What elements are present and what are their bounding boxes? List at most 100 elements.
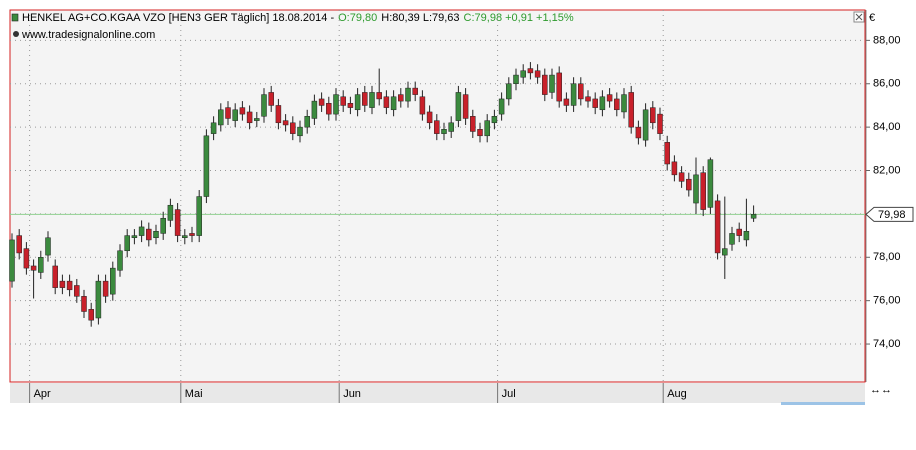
candle-body [203,135,210,197]
candle-body [592,98,598,108]
candle-body [412,87,418,95]
candle-body [52,265,58,288]
x-tick-label: Aug [667,388,687,400]
candle-body [635,126,642,139]
candle-body [38,257,44,273]
candle-body [304,116,310,128]
candle-body [196,196,202,236]
x-tick-label: Jun [343,388,361,400]
candle-body [434,120,440,134]
candle-body [347,103,354,108]
candle-body [642,109,649,141]
candle-body [729,233,735,245]
quote-open: O:79,80 [338,12,377,24]
candle-body [570,83,577,106]
candle-body [246,111,253,124]
candle-body [398,94,404,102]
candle-body [477,129,483,137]
candle-body [376,92,382,100]
candle-body [340,96,346,106]
candle-body [549,74,555,93]
candle-body [671,161,678,176]
candle-body [405,87,411,102]
candle-body [88,309,94,321]
candle-body [153,230,159,239]
candle-body [585,96,591,102]
candle-body [491,116,498,124]
candle-body [621,94,627,113]
y-tick-label: 76,00 [873,295,901,307]
candle-body [426,111,433,124]
source[interactable]: www.tradesignalonline.com [21,29,155,41]
candle-body [167,204,174,221]
candle-body [707,159,714,208]
candle-body [534,70,541,78]
candle-body [282,120,289,126]
candle-body [743,230,750,241]
candle-body [599,96,606,111]
candle-body [290,122,296,134]
candle-body [657,113,663,134]
candle-body [30,265,37,271]
candle-body [527,68,534,74]
candle-body [455,92,462,121]
candle-body [268,92,274,106]
candle-body [326,103,332,115]
y-tick-label: 78,00 [873,251,901,263]
candle-body [693,174,699,204]
last-price-label: 79,98 [878,209,906,221]
currency: € [869,12,875,24]
candle-body [686,178,692,191]
candle-body [261,94,267,117]
candle-body [470,116,476,132]
candle-body [138,226,145,236]
candle-body [606,94,613,102]
candle-body [520,70,526,78]
candle-body [81,296,87,312]
candle-body [232,109,238,121]
candle-body [700,172,706,210]
candle-body [74,285,80,297]
candle-body [556,72,562,102]
candle-body [146,228,152,241]
candle-body [210,122,217,134]
candle-body [506,83,512,100]
candle-body [369,92,375,108]
chart-title: HENKEL AG+CO.KGAA VZO [HEN3 GER Täglich]… [22,12,334,24]
y-tick-label: 74,00 [873,338,901,350]
zoom-icon[interactable]: ↔↔ [870,384,892,396]
candle-body [462,94,469,119]
last-price-tag [865,206,914,222]
candle-body [736,228,742,236]
candle-body [110,267,116,295]
candle-body [354,94,361,111]
candle-body [578,83,584,100]
candle-body [189,233,195,236]
candle-body [628,92,634,128]
candle-body [419,96,426,115]
candle-body [102,280,109,297]
candle-body [441,129,447,134]
y-tick-label: 88,00 [873,34,901,46]
candle-body [174,209,181,236]
candle-body [254,118,260,121]
candle-body [23,248,30,269]
candle-body [650,107,656,124]
candle-body [563,98,570,106]
source-icon [13,31,19,37]
candle-body [160,217,166,234]
candle-body [239,107,246,115]
candle-body [722,248,728,256]
candle-body [318,98,325,106]
scrollbar[interactable] [781,402,865,405]
candle-body [678,172,685,182]
plot-area [9,9,866,383]
y-tick-label: 86,00 [873,78,901,90]
x-tick-label: Apr [34,388,51,400]
candle-body [714,200,721,254]
candle-body [95,280,102,319]
candle-body [311,100,318,119]
candle-body [498,98,505,115]
candle-body [390,96,397,111]
y-tick-label: 84,00 [873,121,901,133]
